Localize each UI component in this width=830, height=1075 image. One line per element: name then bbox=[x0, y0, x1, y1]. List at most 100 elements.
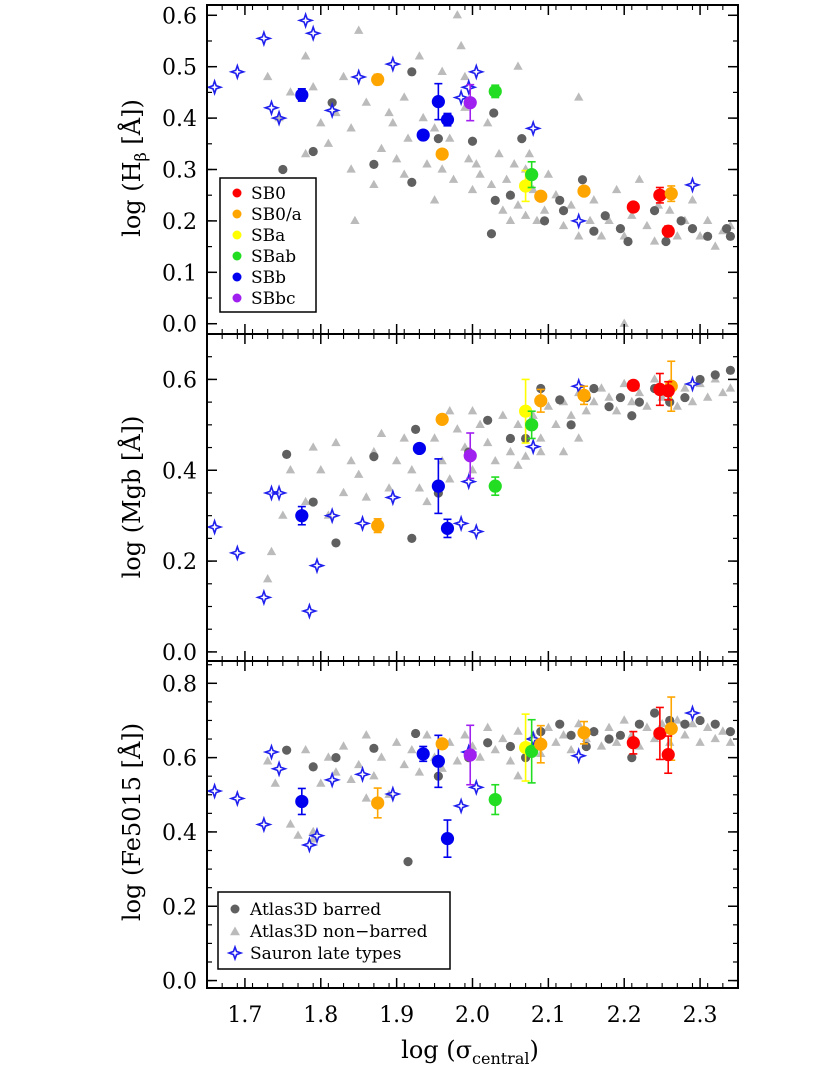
legend-label: Atlas3D non−barred bbox=[249, 922, 428, 942]
atlas-barred-point bbox=[725, 727, 736, 737]
atlas-nonbarred-point bbox=[718, 387, 728, 397]
atlas-nonbarred-point bbox=[346, 164, 356, 173]
sample-point-sb0-a bbox=[371, 519, 385, 533]
sauron-point bbox=[353, 514, 372, 533]
atlas-barred-point bbox=[433, 134, 443, 144]
atlas-nonbarred-point bbox=[346, 123, 356, 132]
atlas-nonbarred-point bbox=[520, 451, 531, 460]
atlas-nonbarred-point bbox=[558, 446, 569, 456]
atlas-nonbarred-point bbox=[551, 419, 561, 428]
atlas-nonbarred-point bbox=[505, 215, 516, 225]
atlas-nonbarred-point bbox=[407, 465, 417, 474]
atlas-nonbarred-point bbox=[452, 424, 463, 433]
atlas-barred-point bbox=[623, 236, 633, 247]
atlas-nonbarred-point bbox=[634, 174, 645, 183]
sample-point-sb0-a bbox=[435, 737, 449, 751]
atlas-nonbarred-point bbox=[536, 446, 546, 456]
atlas-barred-point bbox=[407, 177, 417, 187]
sample-point-sb0 bbox=[626, 378, 640, 392]
atlas-nonbarred-point bbox=[702, 392, 713, 401]
x-tick-label: 2.0 bbox=[455, 1003, 490, 1028]
atlas-barred-point bbox=[615, 224, 626, 234]
atlas-barred-point bbox=[649, 708, 660, 718]
atlas-nonbarred-point bbox=[407, 744, 417, 754]
sauron-point bbox=[323, 101, 341, 120]
sauron-point bbox=[205, 78, 224, 96]
atlas-barred-point bbox=[505, 741, 516, 752]
legend-label: Sauron late types bbox=[250, 944, 401, 964]
atlas-nonbarred-point bbox=[445, 474, 455, 483]
atlas-barred-point bbox=[308, 146, 318, 157]
atlas-barred-point bbox=[649, 206, 660, 216]
y-tick-label: 0.8 bbox=[162, 672, 197, 697]
atlas-nonbarred-point bbox=[464, 154, 474, 163]
sauron-point bbox=[353, 765, 372, 784]
atlas-barred-point bbox=[539, 216, 550, 226]
atlas-nonbarred-point bbox=[376, 428, 387, 438]
atlas-nonbarred-point bbox=[285, 87, 296, 96]
sample-point-sbb bbox=[440, 113, 455, 127]
atlas-nonbarred-point bbox=[399, 759, 409, 769]
atlas-barred-point bbox=[411, 424, 421, 434]
atlas-nonbarred-point bbox=[566, 200, 576, 209]
atlas-nonbarred-point bbox=[285, 819, 296, 828]
atlas-nonbarred-point bbox=[604, 392, 614, 401]
atlas-nonbarred-point bbox=[589, 396, 599, 406]
panel-mgb bbox=[205, 360, 736, 620]
atlas-nonbarred-point bbox=[611, 184, 622, 194]
atlas-nonbarred-point bbox=[710, 733, 720, 743]
atlas-barred-point bbox=[278, 164, 288, 175]
atlas-barred-point bbox=[589, 727, 599, 737]
legend-box-hubble-types bbox=[219, 177, 317, 313]
sauron-point bbox=[384, 55, 402, 73]
atlas-nonbarred-point bbox=[437, 763, 447, 772]
atlas-barred-point bbox=[695, 374, 705, 385]
y-tick-label: 0.4 bbox=[162, 459, 197, 484]
atlas-nonbarred-point bbox=[665, 205, 675, 214]
atlas-nonbarred-point bbox=[308, 834, 318, 843]
atlas-barred-point bbox=[331, 538, 341, 548]
atlas-barred-point bbox=[627, 753, 637, 763]
y-tick-label: 0.4 bbox=[162, 107, 197, 132]
sauron-point bbox=[459, 472, 478, 491]
sauron-point bbox=[467, 522, 486, 541]
atlas-barred-point bbox=[411, 728, 421, 739]
sample-point-sb0-a bbox=[371, 796, 385, 810]
sauron-point bbox=[683, 704, 702, 722]
sample-point-sb0 bbox=[661, 384, 675, 398]
sauron-point bbox=[452, 797, 470, 815]
atlas-nonbarred-point bbox=[384, 107, 394, 117]
atlas-nonbarred-point bbox=[482, 722, 493, 732]
sauron-point bbox=[300, 602, 319, 620]
atlas-nonbarred-point bbox=[445, 133, 455, 142]
atlas-nonbarred-point bbox=[414, 51, 425, 60]
atlas-nonbarred-point bbox=[680, 383, 690, 392]
legend-label: SBb bbox=[251, 268, 286, 288]
sample-point-sbb bbox=[295, 88, 309, 102]
atlas-nonbarred-point bbox=[619, 715, 629, 724]
atlas-nonbarred-point bbox=[399, 169, 409, 178]
sample-point-sbb bbox=[412, 441, 426, 456]
atlas-nonbarred-point bbox=[581, 406, 591, 415]
atlas-barred-point bbox=[483, 415, 493, 425]
atlas-barred-point bbox=[467, 136, 478, 146]
atlas-nonbarred-point bbox=[490, 455, 500, 465]
y-axis-title-hbeta: log (Hβ [Å]) bbox=[117, 99, 150, 237]
atlas-nonbarred-point bbox=[604, 215, 614, 225]
legend-label: SBa bbox=[251, 226, 285, 246]
atlas-nonbarred-point bbox=[467, 406, 478, 415]
x-axis-title: log (σcentral) bbox=[401, 1036, 539, 1068]
y-tick-label: 0.6 bbox=[162, 368, 197, 393]
atlas-nonbarred-point bbox=[422, 730, 432, 739]
sauron-point bbox=[205, 518, 224, 536]
legend-marker bbox=[232, 209, 242, 219]
sample-point-sbb bbox=[295, 794, 309, 809]
legend-marker bbox=[232, 293, 242, 303]
atlas-nonbarred-point bbox=[498, 205, 508, 214]
sample-point-sbab bbox=[488, 793, 502, 807]
sauron-point bbox=[467, 778, 486, 797]
x-tick-label: 1.9 bbox=[379, 1003, 414, 1028]
atlas-nonbarred-point bbox=[528, 410, 538, 419]
atlas-barred-point bbox=[483, 738, 493, 748]
atlas-nonbarred-point bbox=[566, 744, 576, 754]
